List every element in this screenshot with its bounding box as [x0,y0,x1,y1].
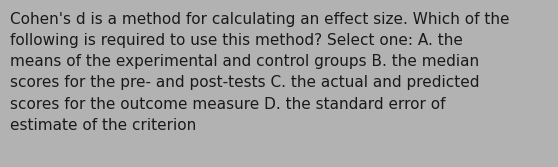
Text: Cohen's d is a method for calculating an effect size. Which of the
following is : Cohen's d is a method for calculating an… [10,12,509,133]
